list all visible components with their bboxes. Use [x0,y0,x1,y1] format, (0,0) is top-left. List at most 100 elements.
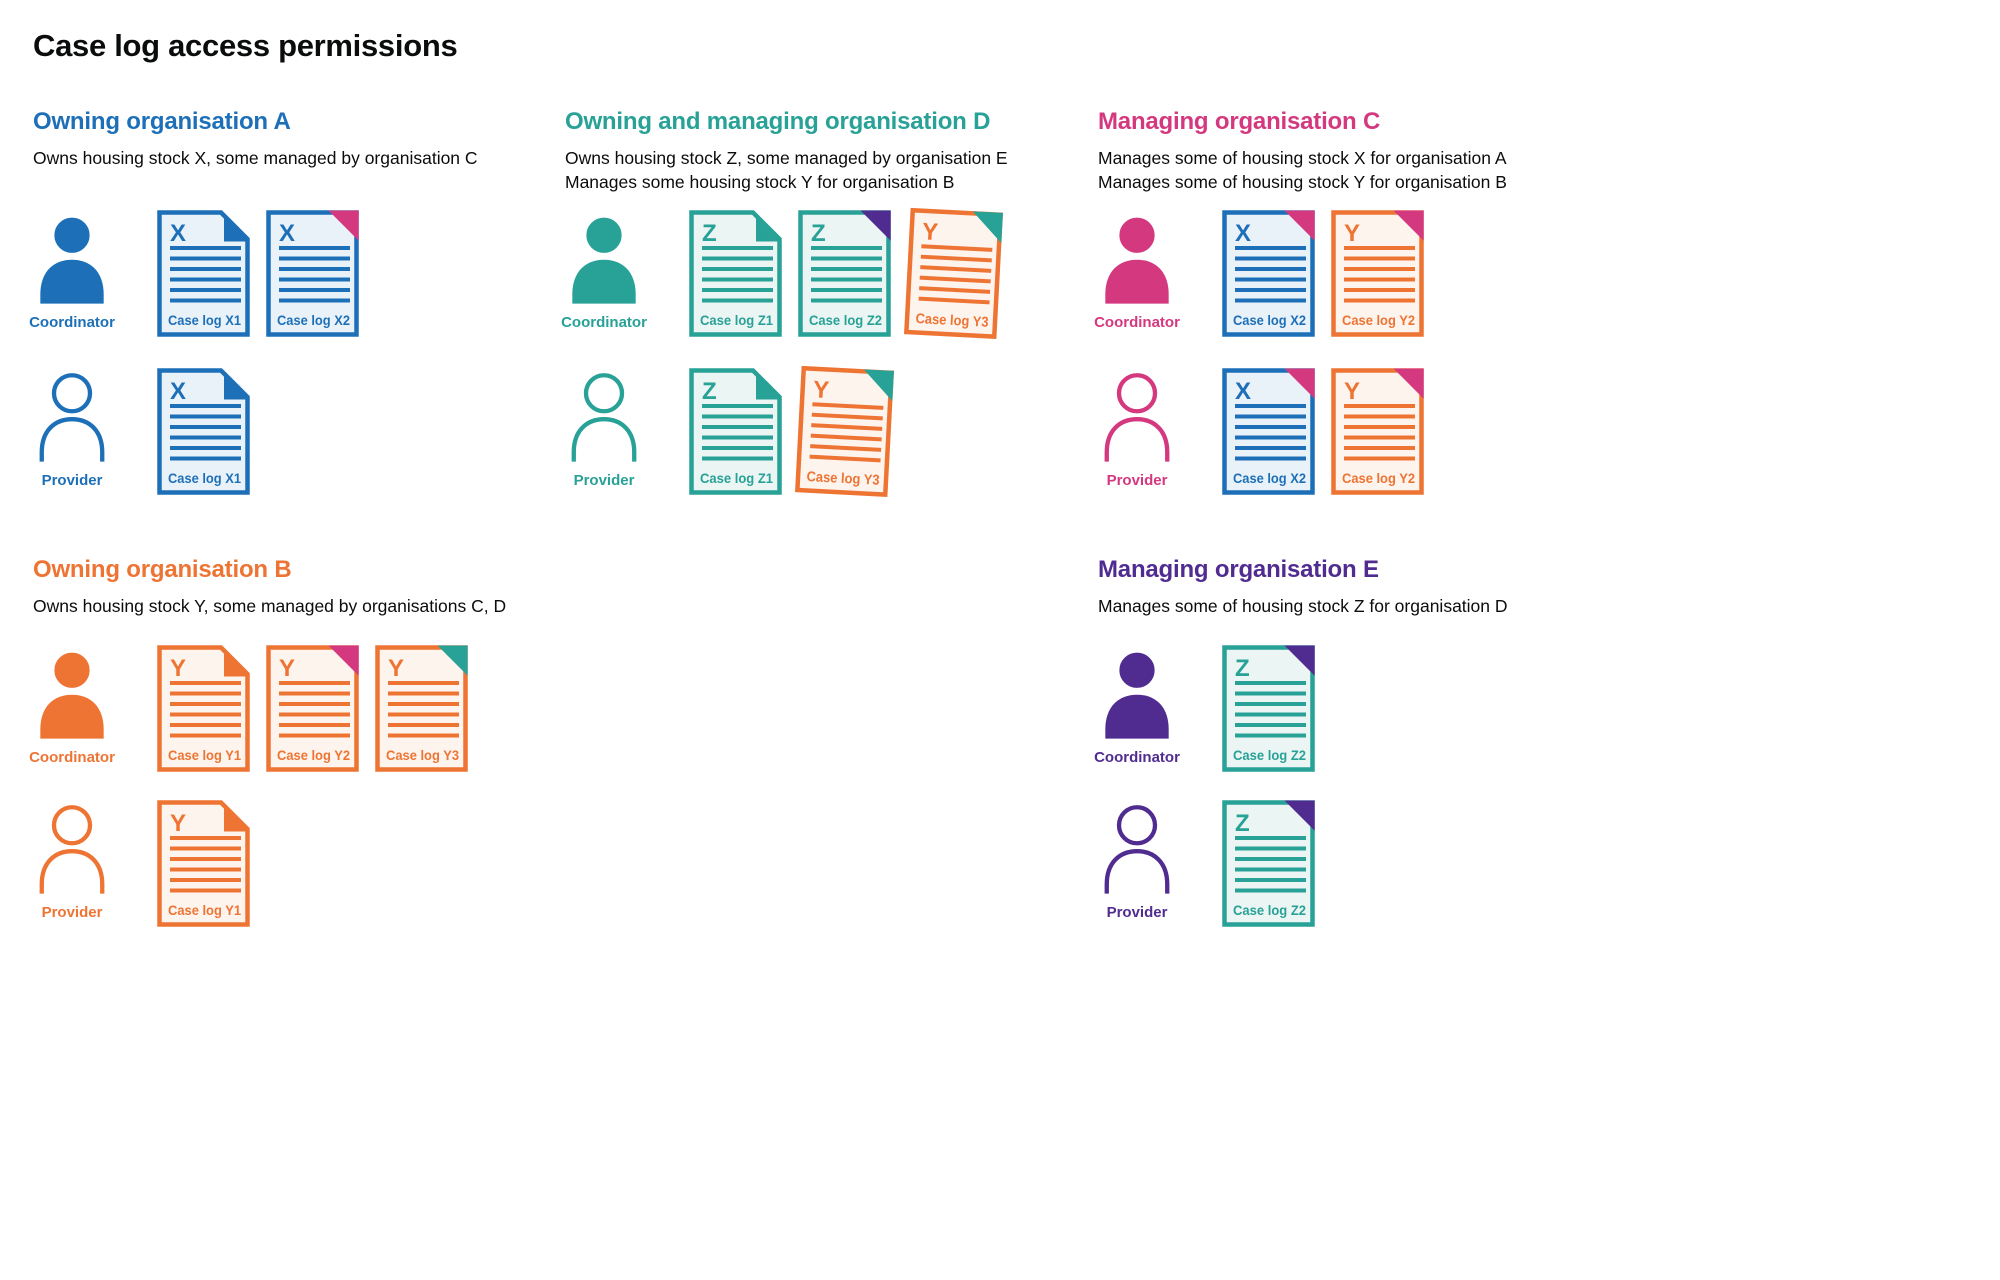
document-fold-corner [756,215,782,242]
role-row-provider: Provider X Case log X1 [33,368,563,503]
document-text-lines [702,404,773,461]
person-body [571,416,637,462]
case-log-document-icon: Y Case log Y2 [1331,368,1424,495]
document-page [1331,210,1424,337]
coordinator-icon [40,213,104,304]
case-log-document-icon: Z Case log Z2 [798,210,891,337]
document-label: Case log Z1 [700,313,773,329]
document-stock-letter: Y [921,218,938,246]
section-heading: Managing organisation C [1098,108,1381,135]
document-text-lines [1235,246,1306,303]
document-text-lines [388,681,459,738]
section-description: Owns housing stock Z, some managed by or… [565,146,1008,194]
section-description-line: Manages some of housing stock X for orga… [1098,148,1507,168]
coordinator-icon [40,649,104,739]
person-body [572,259,636,304]
document-page [266,645,359,772]
section-description: Owns housing stock X, some managed by or… [33,146,478,170]
case-log-document-icon: Z Case log Z1 [689,210,782,337]
document-stock-letter: Y [170,655,186,682]
role-label: Coordinator [561,314,647,331]
person-body [1105,259,1169,304]
document-label: Case log Y2 [277,748,350,764]
person-body [1104,848,1170,894]
case-log-document-icon: X Case log X1 [157,210,250,337]
person-body [39,848,105,894]
document-fold-corner [1284,368,1315,399]
person-head [1115,649,1159,692]
document-fold-corner [972,211,1003,244]
case-log-document-icon: Z Case log Z1 [689,368,782,495]
person-head [1115,213,1159,257]
document-fold-corner [224,373,250,400]
role-label: Coordinator [1094,314,1180,331]
document-text-lines [279,681,350,738]
document-stock-letter: X [170,220,186,247]
document-label: Case log Y3 [915,311,989,331]
section-heading: Managing organisation E [1098,556,1379,583]
person-body [40,694,104,739]
provider-icon [39,373,105,462]
person-head [582,213,626,257]
section-description-line: Manages some of housing stock Y for orga… [1098,172,1507,192]
document-fold-corner [224,650,250,677]
coordinator-icon [572,213,636,304]
person-body [40,259,104,304]
document-label: Case log Z1 [700,471,773,487]
role-row-provider: Provider Y Case log Y1 [33,800,563,935]
document-stock-letter: Z [702,378,717,405]
document-fold-corner [224,805,250,832]
role-row-coordinator: Coordinator X Case log X1 X Case log X2 [29,210,563,345]
case-log-document-icon: Y Case log Y2 [266,645,359,772]
section-heading: Owning organisation B [33,556,292,583]
section-description-line: Owns housing stock Z, some managed by or… [565,148,1008,168]
document-fold-corner [863,369,894,402]
case-log-document-icon: Y Case log Y3 [904,207,1003,340]
document-fold-corner [756,373,782,400]
person-head [51,805,93,846]
role-row-coordinator: Coordinator Z Case log Z1 Z Case log Z2 Y Case… [561,207,1095,345]
document-text-lines [170,681,241,738]
document-fold-corner [1284,800,1315,831]
document-label: Case log Y2 [1342,471,1415,487]
section-description-line: Owns housing stock Y, some managed by or… [33,596,507,616]
document-stock-letter: Z [702,220,717,247]
case-log-document-icon: Z Case log Z2 [1222,645,1315,772]
case-log-document-icon: X Case log X2 [1222,210,1315,337]
document-stock-letter: Y [1344,378,1360,405]
document-text-lines [279,246,350,303]
document-page [157,368,250,495]
document-text-lines [811,246,882,303]
role-row-provider: Provider Z Case log Z2 [1098,800,1628,935]
document-text-lines [1235,404,1306,461]
document-label: Case log X1 [168,313,241,329]
document-fold-corner [224,215,250,242]
document-page [1222,368,1315,495]
section-owning-organisation-b: Owning organisation B Owns housing stock … [29,556,563,996]
document-stock-letter: X [1235,378,1251,405]
person-body [39,416,105,462]
document-label: Case log Y3 [806,469,880,489]
document-page [798,210,891,337]
section-description: Manages some of housing stock X for orga… [1098,146,1507,194]
case-log-document-icon: X Case log X1 [157,368,250,495]
document-text-lines [1344,246,1415,303]
section-owning-organisation-a: Owning organisation A Owns housing stock … [29,108,563,548]
document-stock-letter: Z [1235,655,1250,682]
person-head [1116,805,1158,846]
document-stock-letter: Z [811,220,826,247]
person-body [1104,416,1170,462]
document-label: Case log Y2 [1342,313,1415,329]
document-stock-letter: Y [388,655,404,682]
section-owning-and-managing-organisation-d: Owning and managing organisation D Owns h… [561,108,1095,548]
document-page [689,210,782,337]
document-text-lines [809,402,884,463]
section-description: Manages some of housing stock Z for orga… [1098,594,1508,618]
document-page [795,365,894,498]
document-stock-letter: Z [1235,810,1250,837]
document-page [157,645,250,772]
case-log-document-icon: Y Case log Y3 [375,645,468,772]
document-page [1331,368,1424,495]
case-log-document-icon: Y Case log Y2 [1331,210,1424,337]
